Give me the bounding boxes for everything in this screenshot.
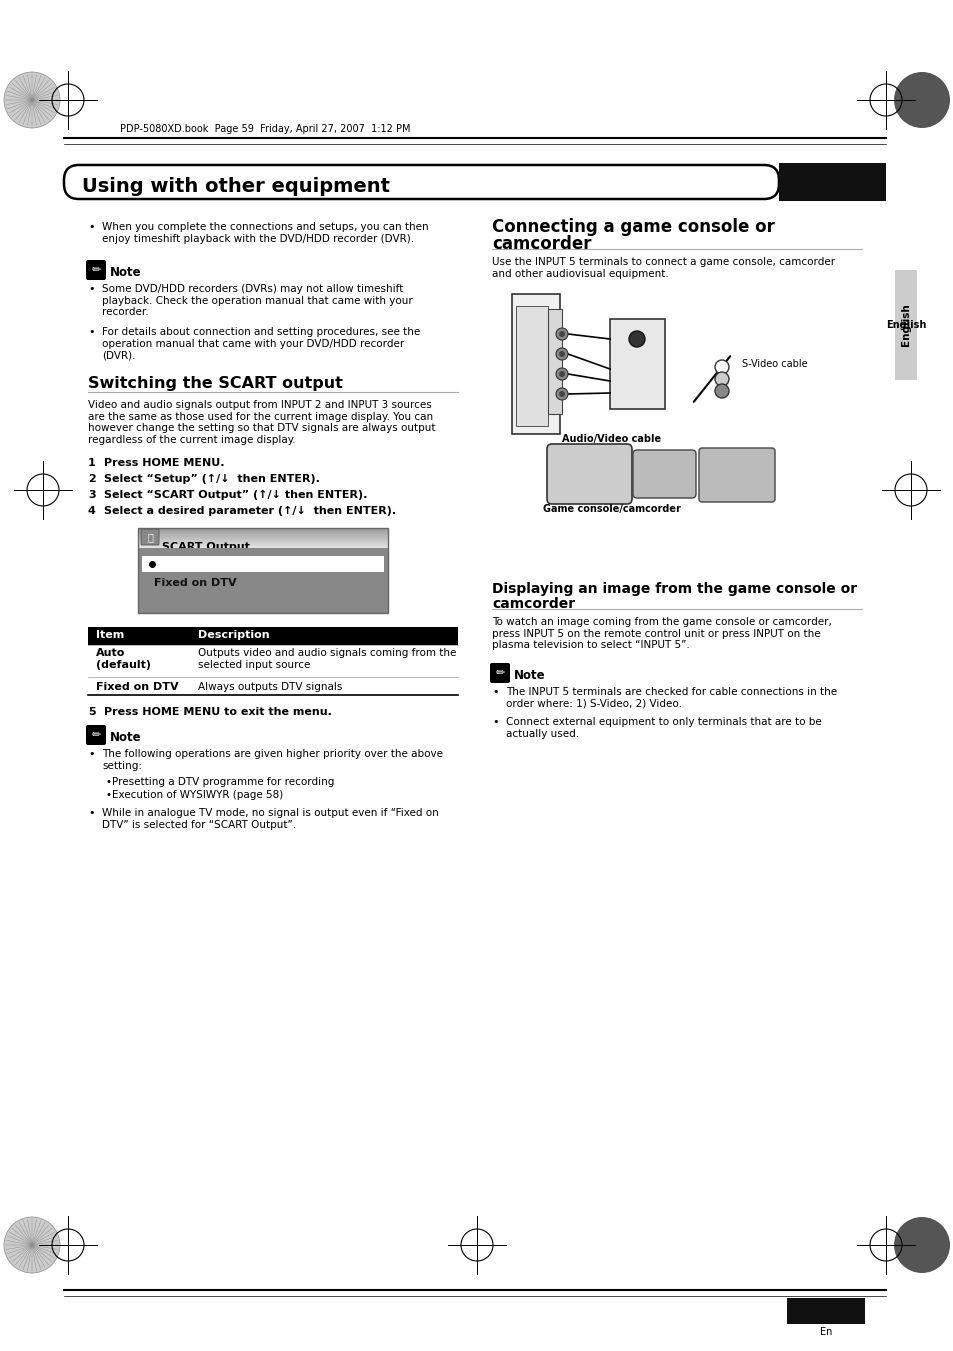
Circle shape — [556, 367, 567, 380]
Text: ⌗: ⌗ — [147, 532, 152, 542]
Text: •Execution of WYSIWYR (page 58): •Execution of WYSIWYR (page 58) — [106, 790, 283, 800]
Circle shape — [893, 72, 949, 128]
Text: ✏: ✏ — [91, 265, 101, 276]
Bar — [512, 295, 559, 434]
Text: •Presetting a DTV programme for recording: •Presetting a DTV programme for recordin… — [106, 777, 334, 788]
Circle shape — [4, 1217, 60, 1273]
Text: SCART Output: SCART Output — [162, 542, 250, 553]
Text: Audio/Video cable: Audio/Video cable — [561, 434, 660, 444]
Text: Switching the SCART output: Switching the SCART output — [88, 376, 342, 390]
Text: Using with other equipment: Using with other equipment — [82, 177, 390, 196]
Bar — [516, 305, 547, 426]
Text: Note: Note — [110, 266, 141, 280]
Text: Item: Item — [96, 630, 124, 640]
FancyBboxPatch shape — [64, 165, 779, 199]
Text: For details about connection and setting procedures, see the
operation manual th: For details about connection and setting… — [102, 327, 420, 361]
FancyBboxPatch shape — [699, 449, 774, 503]
Text: Connecting a game console or: Connecting a game console or — [492, 218, 774, 236]
Text: 1: 1 — [88, 458, 95, 467]
Text: Note: Note — [514, 669, 545, 682]
Text: 2: 2 — [88, 474, 95, 484]
Circle shape — [558, 351, 564, 357]
Text: •: • — [492, 688, 498, 697]
Text: Note: Note — [110, 731, 141, 744]
Text: PDP-5080XD.book  Page 59  Friday, April 27, 2007  1:12 PM: PDP-5080XD.book Page 59 Friday, April 27… — [120, 124, 410, 134]
Text: Some DVD/HDD recorders (DVRs) may not allow timeshift
playback. Check the operat: Some DVD/HDD recorders (DVRs) may not al… — [102, 284, 413, 317]
Circle shape — [628, 331, 644, 347]
Text: 5: 5 — [88, 707, 95, 717]
Text: ✏: ✏ — [91, 730, 101, 740]
Text: camcorder: camcorder — [492, 235, 591, 253]
Text: En: En — [819, 1327, 831, 1337]
Bar — [142, 557, 384, 571]
Circle shape — [4, 72, 60, 128]
Text: •: • — [88, 748, 94, 759]
FancyBboxPatch shape — [546, 444, 631, 504]
Bar — [88, 627, 457, 644]
FancyBboxPatch shape — [490, 663, 510, 684]
Text: 3: 3 — [88, 490, 95, 500]
Text: Displaying an image from the game console or: Displaying an image from the game consol… — [492, 582, 856, 596]
Text: •: • — [492, 717, 498, 727]
Text: When you complete the connections and setups, you can then
enjoy timeshift playb: When you complete the connections and se… — [102, 222, 428, 243]
Text: Select “Setup” (↑/↓  then ENTER).: Select “Setup” (↑/↓ then ENTER). — [104, 474, 319, 484]
Bar — [138, 528, 388, 613]
Bar — [138, 528, 388, 549]
Circle shape — [893, 1217, 949, 1273]
Circle shape — [714, 372, 728, 386]
Text: S-Video cable: S-Video cable — [741, 359, 807, 369]
Circle shape — [556, 328, 567, 340]
Text: ✏: ✏ — [495, 667, 504, 678]
Text: To watch an image coming from the game console or camcorder,
press INPUT 5 on th: To watch an image coming from the game c… — [492, 617, 831, 650]
Text: Outputs video and audio signals coming from the
selected input source: Outputs video and audio signals coming f… — [198, 648, 456, 670]
Text: Fixed on DTV: Fixed on DTV — [96, 682, 178, 692]
Text: Description: Description — [198, 630, 270, 640]
Bar — [609, 319, 664, 409]
Bar — [786, 1298, 864, 1324]
Text: Press HOME MENU.: Press HOME MENU. — [104, 458, 224, 467]
FancyBboxPatch shape — [141, 530, 159, 544]
Bar — [894, 270, 916, 380]
Text: 4: 4 — [88, 507, 95, 516]
FancyBboxPatch shape — [86, 259, 106, 280]
Text: •: • — [88, 327, 94, 336]
Text: English: English — [885, 320, 925, 330]
Text: camcorder: camcorder — [492, 597, 575, 611]
Text: •: • — [88, 808, 94, 817]
Text: Use the INPUT 5 terminals to connect a game console, camcorder
and other audiovi: Use the INPUT 5 terminals to connect a g… — [492, 257, 834, 278]
Text: •: • — [88, 284, 94, 295]
Bar — [779, 163, 885, 201]
FancyBboxPatch shape — [633, 450, 696, 499]
Circle shape — [714, 359, 728, 374]
Text: The following operations are given higher priority over the above
setting:: The following operations are given highe… — [102, 748, 442, 770]
Circle shape — [558, 331, 564, 336]
Circle shape — [558, 390, 564, 397]
Text: Select “SCART Output” (↑/↓ then ENTER).: Select “SCART Output” (↑/↓ then ENTER). — [104, 490, 367, 500]
Text: Auto: Auto — [160, 558, 191, 571]
Text: The INPUT 5 terminals are checked for cable connections in the
order where: 1) S: The INPUT 5 terminals are checked for ca… — [505, 688, 836, 709]
Bar — [547, 309, 561, 413]
Text: Auto
(default): Auto (default) — [96, 648, 151, 670]
Circle shape — [558, 372, 564, 377]
Text: 12: 12 — [815, 174, 847, 199]
Bar — [138, 549, 388, 613]
FancyBboxPatch shape — [86, 725, 106, 744]
Text: While in analogue TV mode, no signal is output even if “Fixed on
DTV” is selecte: While in analogue TV mode, no signal is … — [102, 808, 438, 830]
Text: 59: 59 — [814, 1302, 837, 1320]
Text: Press HOME MENU to exit the menu.: Press HOME MENU to exit the menu. — [104, 707, 332, 717]
Circle shape — [556, 349, 567, 359]
Text: Game console/camcorder: Game console/camcorder — [542, 504, 680, 513]
Text: Select a desired parameter (↑/↓  then ENTER).: Select a desired parameter (↑/↓ then ENT… — [104, 507, 395, 516]
Text: Always outputs DTV signals: Always outputs DTV signals — [198, 682, 342, 692]
Circle shape — [556, 388, 567, 400]
Text: Fixed on DTV: Fixed on DTV — [153, 578, 236, 588]
Text: Connect external equipment to only terminals that are to be
actually used.: Connect external equipment to only termi… — [505, 717, 821, 739]
Text: Video and audio signals output from INPUT 2 and INPUT 3 sources
are the same as : Video and audio signals output from INPU… — [88, 400, 435, 444]
Text: English: English — [900, 304, 910, 346]
Circle shape — [714, 384, 728, 399]
Text: •: • — [88, 222, 94, 232]
